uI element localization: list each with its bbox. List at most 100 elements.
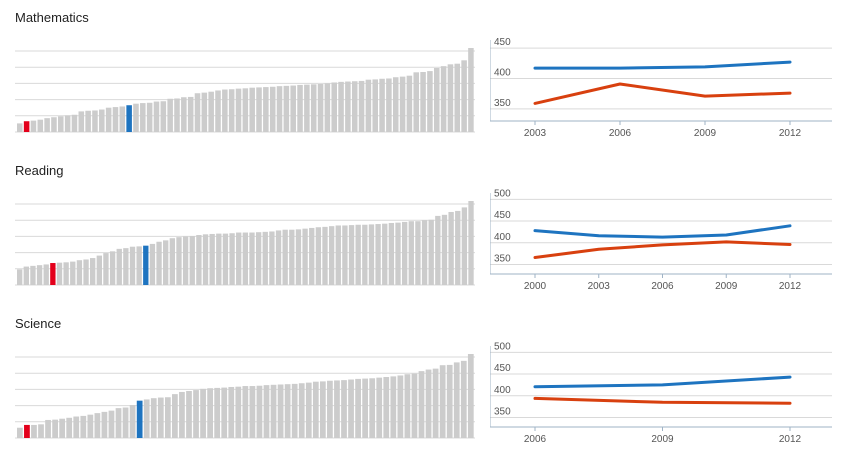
ranking-bar: [432, 368, 439, 438]
ranking-bar: [87, 414, 94, 438]
ranking-bar: [242, 88, 249, 132]
ranking-bar: [200, 388, 206, 438]
ranking-bar: [453, 362, 460, 438]
ranking-bar-highlight-low: [23, 121, 30, 132]
ranking-bar: [365, 79, 372, 132]
trend-series-line-1: [533, 60, 792, 70]
trend-chart-reading: 500 450 400 350 2000 2003 2006 2009 2012: [490, 188, 832, 292]
ranking-bar: [242, 386, 249, 438]
ranking-bar: [395, 222, 401, 285]
ranking-bar: [52, 419, 58, 438]
ranking-bar: [123, 248, 129, 285]
trend-x-tick-label: 2009: [694, 128, 717, 139]
ranking-bar: [331, 82, 337, 132]
ranking-bar: [277, 384, 284, 438]
ranking-bar: [179, 391, 185, 438]
ranking-bar: [23, 266, 29, 285]
ranking-bar: [235, 386, 242, 438]
ranking-bar: [322, 226, 328, 285]
ranking-bar: [461, 60, 467, 132]
ranking-bar: [71, 114, 78, 132]
ranking-bar: [335, 225, 341, 285]
ranking-bar-highlight-self: [143, 245, 149, 285]
ranking-bar: [101, 411, 108, 438]
ranking-bar: [348, 225, 355, 285]
ranking-bar: [235, 88, 242, 132]
ranking-bar: [216, 233, 222, 285]
ranking-bar: [433, 68, 440, 132]
ranking-bar: [201, 92, 208, 132]
ranking-bar: [439, 365, 446, 438]
ranking-bar: [58, 116, 64, 132]
section-title-reading: Reading: [15, 163, 64, 178]
ranking-bar: [236, 232, 242, 285]
trend-x-tick-label: 2003: [524, 128, 547, 139]
ranking-bar: [157, 397, 164, 438]
ranking-bar: [291, 383, 298, 438]
ranking-chart-mathematics: [15, 48, 475, 133]
ranking-chart-science: [15, 354, 475, 439]
ranking-bar: [109, 251, 116, 285]
ranking-bar: [413, 72, 420, 132]
ranking-bar: [386, 78, 392, 132]
ranking-bar: [31, 424, 37, 438]
ranking-bar: [153, 101, 160, 132]
ranking-bar: [275, 230, 282, 285]
ranking-bar: [345, 81, 351, 132]
ranking-bar: [269, 86, 276, 132]
ranking-bar: [249, 87, 255, 132]
ranking-bar: [129, 246, 136, 285]
trend-y-tick-label: 350: [494, 98, 511, 109]
ranking-bar: [315, 227, 322, 285]
ranking-bar: [17, 427, 23, 438]
ranking-bar: [362, 224, 368, 285]
ranking-bar: [397, 375, 404, 438]
ranking-bar-highlight-low: [50, 263, 56, 285]
ranking-bar: [164, 397, 171, 438]
ranking-bar: [122, 407, 129, 438]
ranking-bar: [309, 227, 315, 285]
ranking-bar: [256, 385, 263, 438]
ranking-bar: [129, 405, 136, 438]
ranking-bar: [94, 413, 101, 438]
ranking-bar: [149, 243, 156, 285]
trend-series-line-2: [533, 82, 792, 105]
ranking-bar: [45, 419, 51, 438]
ranking-chart-reading: [15, 201, 475, 286]
ranking-bar: [51, 117, 57, 132]
ranking-bar: [283, 85, 290, 132]
ranking-bar: [221, 387, 228, 438]
ranking-bar: [269, 231, 275, 285]
ranking-bar: [193, 390, 199, 438]
ranking-bar: [468, 48, 474, 132]
trend-y-tick-label: 450: [494, 363, 511, 374]
ranking-bar: [36, 265, 43, 285]
ranking-bar: [228, 386, 235, 438]
ranking-bar-highlight-self: [136, 400, 143, 438]
trend-y-tick-label: 450: [494, 210, 511, 221]
trend-series-line-2: [533, 396, 792, 405]
ranking-bar: [140, 103, 146, 132]
ranking-bar: [262, 231, 268, 285]
trend-y-tick-label: 350: [494, 406, 511, 417]
ranking-bar: [358, 80, 365, 132]
ranking-bar: [169, 238, 176, 285]
ranking-bar: [375, 224, 381, 285]
ranking-bar: [406, 75, 413, 132]
ranking-bar: [150, 398, 157, 438]
ranking-bar: [341, 380, 347, 438]
ranking-bar: [99, 109, 105, 132]
ranking-bar-highlight-low: [24, 424, 30, 438]
ranking-bar: [214, 387, 221, 438]
ranking-bar: [209, 233, 215, 285]
ranking-bar: [255, 232, 262, 285]
ranking-bar: [263, 385, 270, 438]
trend-series-line-2: [533, 240, 792, 259]
ranking-bar: [56, 262, 63, 285]
ranking-bar: [196, 235, 202, 285]
ranking-bar: [215, 90, 221, 132]
ranking-bar: [351, 81, 358, 132]
ranking-bar: [401, 221, 408, 285]
ranking-bar: [435, 215, 441, 285]
section-title-science: Science: [15, 316, 62, 331]
